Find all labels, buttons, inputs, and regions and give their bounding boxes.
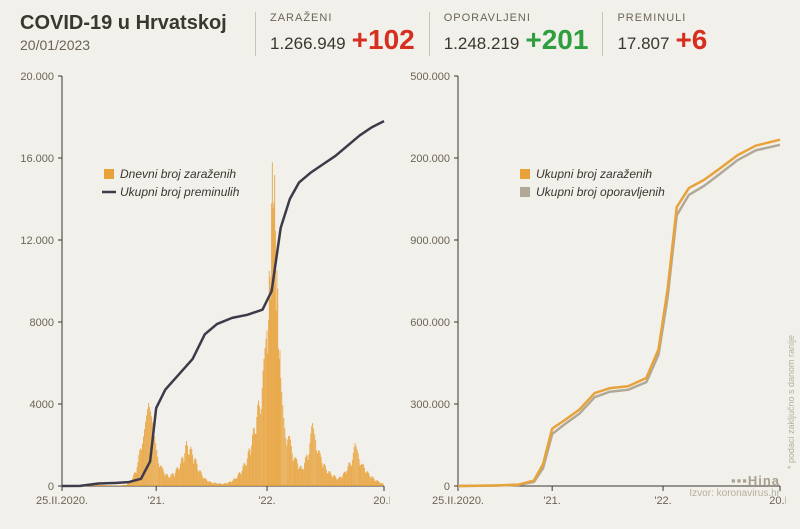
sidenote: * podaci zaključno s danom ranije [786, 335, 796, 469]
stat-delta: +201 [525, 24, 588, 56]
svg-text:0: 0 [444, 481, 450, 493]
stat-delta: +102 [352, 24, 415, 56]
svg-text:12.000: 12.000 [20, 235, 54, 247]
svg-text:Ukupni broj zaraženih: Ukupni broj zaraženih [536, 167, 652, 181]
chart-right: 0 300.000 600.000 900.000 1.200.000 1.500.000… [410, 70, 786, 519]
chart-left-svg: 0 4000 8000 12.000 16.000 20.000 25.II.2020. '2… [14, 70, 390, 518]
svg-text:25.II.2020.: 25.II.2020. [432, 495, 484, 507]
svg-text:900.000: 900.000 [410, 235, 450, 247]
source-text: Izvor: koronavirus.hr [689, 488, 780, 499]
svg-text:'21.: '21. [543, 495, 560, 507]
svg-text:20.000: 20.000 [20, 71, 54, 83]
stat-total: 1.266.949 [270, 34, 346, 54]
brand: ▪▪▪Hina [689, 473, 780, 488]
charts-row: 0 4000 8000 12.000 16.000 20.000 25.II.2020. '2… [14, 70, 786, 519]
svg-text:'22.: '22. [654, 495, 671, 507]
chart-left: 0 4000 8000 12.000 16.000 20.000 25.II.2020. '2… [14, 70, 390, 519]
svg-text:300.000: 300.000 [410, 399, 450, 411]
stat-total: 1.248.219 [444, 34, 520, 54]
chart-right-svg: 0 300.000 600.000 900.000 1.200.000 1.500.000… [410, 70, 786, 518]
stat-label: OPORAVLJENI [444, 12, 589, 24]
stat-recovered: OPORAVLJENI 1.248.219 +201 [429, 12, 603, 56]
svg-text:16.000: 16.000 [20, 153, 54, 165]
page-title: COVID-19 u Hrvatskoj [20, 12, 255, 35]
title-block: COVID-19 u Hrvatskoj 20/01/2023 [20, 12, 255, 53]
svg-text:25.II.2020.: 25.II.2020. [36, 495, 88, 507]
svg-text:1.200.000: 1.200.000 [410, 153, 450, 165]
svg-text:0: 0 [48, 481, 54, 493]
stats-row: ZARAŽENI 1.266.949 +102 OPORAVLJENI 1.24… [255, 12, 784, 56]
svg-text:1.500.000: 1.500.000 [410, 71, 450, 83]
stat-label: ZARAŽENI [270, 12, 415, 24]
report-date: 20/01/2023 [20, 37, 255, 53]
svg-text:'21.: '21. [147, 495, 164, 507]
stat-total: 17.807 [617, 34, 669, 54]
stat-delta: +6 [675, 24, 707, 56]
header: COVID-19 u Hrvatskoj 20/01/2023 ZARAŽENI… [0, 0, 800, 66]
source-block: ▪▪▪Hina Izvor: koronavirus.hr [689, 473, 780, 499]
svg-text:'22.: '22. [258, 495, 275, 507]
svg-text:20.I.: 20.I. [373, 495, 390, 507]
stat-label: PREMINULI [617, 12, 707, 24]
stat-infected: ZARAŽENI 1.266.949 +102 [255, 12, 429, 56]
svg-text:4000: 4000 [30, 399, 54, 411]
svg-text:8000: 8000 [30, 317, 54, 329]
svg-text:Ukupni broj preminulih: Ukupni broj preminulih [120, 185, 240, 199]
svg-text:Ukupni broj oporavljenih: Ukupni broj oporavljenih [536, 185, 665, 199]
stat-deaths: PREMINULI 17.807 +6 [602, 12, 711, 56]
svg-text:Dnevni broj zaraženih: Dnevni broj zaraženih [120, 167, 236, 181]
svg-text:600.000: 600.000 [410, 317, 450, 329]
